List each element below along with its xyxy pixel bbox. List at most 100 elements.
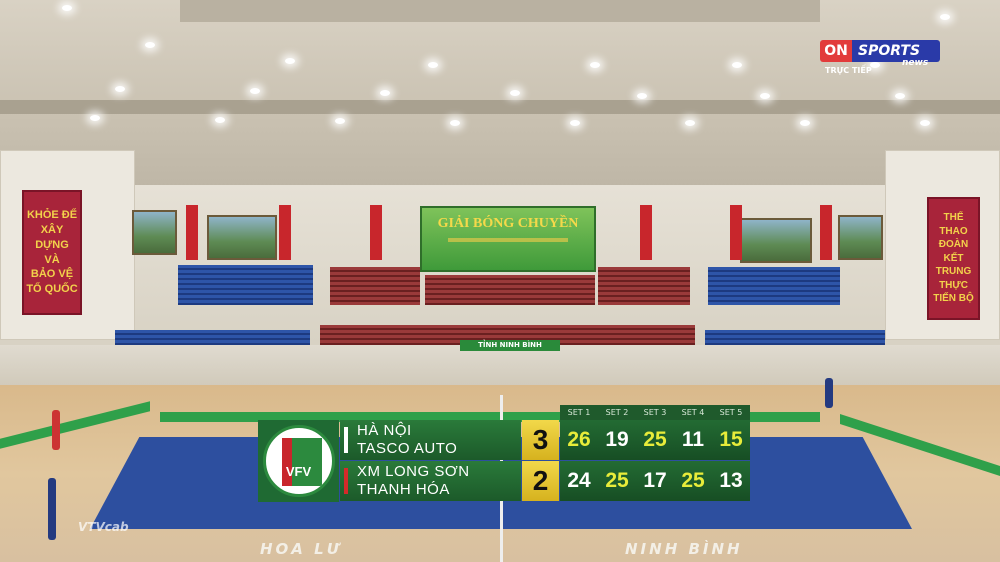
sports-logo: SPORTS (852, 40, 940, 62)
live-label: TRỰC TIẾP (825, 66, 872, 75)
set-score: 25 (681, 469, 705, 492)
province-sign: TỈNH NINH BÌNH (460, 340, 560, 351)
flag (186, 205, 198, 260)
ceiling-light (145, 42, 155, 48)
set-score: 25 (643, 428, 667, 451)
ceiling-light (90, 115, 100, 121)
scoreboard: VFV SET 1 SET 2 SET 3 SET 4 SET 5 HÀ NỘI… (258, 405, 751, 502)
stand-seats (708, 267, 840, 305)
broadcaster-logo: ON SPORTS news TRỰC TIẾP (820, 40, 940, 76)
set-scores-away: 24 25 17 25 13 (560, 461, 750, 501)
ceiling-light (800, 120, 810, 126)
ceiling-light (335, 118, 345, 124)
stand-seats (178, 265, 313, 305)
set-scores-home: 26 19 25 11 15 (560, 420, 750, 460)
ceiling-light (685, 120, 695, 126)
ceiling-light (428, 62, 438, 68)
set-label: SET 4 (681, 408, 705, 417)
banner-line: THỂ THAO (939, 212, 968, 237)
ceiling-light (62, 5, 72, 11)
banner-line: TIẾN BỘ (933, 293, 974, 305)
ceiling-light (215, 117, 225, 123)
banner-subtitle-line (448, 238, 568, 242)
banner-line: KHỎE ĐỂ (26, 208, 78, 221)
team-home: HÀ NỘI TASCO AUTO (340, 420, 521, 460)
ceiling-light (590, 62, 600, 68)
ceiling-light (380, 90, 390, 96)
set-label: SET 5 (719, 408, 743, 417)
stand-seats (330, 267, 420, 305)
banner-line: BẢO VỆ (30, 268, 74, 281)
set-score: 17 (643, 469, 667, 492)
ceiling-light (895, 93, 905, 99)
news-label: news (902, 58, 929, 68)
ceiling-light (920, 120, 930, 126)
flag (370, 205, 382, 260)
ad-boards (160, 412, 820, 422)
ceiling-beam (180, 0, 820, 22)
sets-won: 2 (522, 461, 559, 501)
ceiling-light (940, 14, 950, 20)
team-indicator (344, 468, 348, 494)
flag (730, 205, 742, 260)
flag (279, 205, 291, 260)
stand-seats (425, 275, 595, 305)
federation-logo-box: VFV (258, 420, 339, 502)
team-away: XM LONG SƠN THANH HÓA (340, 461, 521, 501)
team-indicator (344, 427, 348, 453)
ceiling-light (760, 93, 770, 99)
set-score: 15 (719, 428, 743, 451)
set-score: 11 (681, 428, 705, 451)
set-header: SET 1 SET 2 SET 3 SET 4 SET 5 (560, 405, 750, 420)
set-score: 13 (719, 469, 743, 492)
ceiling-light (732, 62, 742, 68)
banner-line: TRUNG THỰC (935, 266, 972, 291)
ceiling-light (870, 62, 880, 68)
wall-painting (207, 215, 277, 260)
set-label: SET 1 (567, 408, 591, 417)
tournament-title: GIẢI BÓNG CHUYỀN (437, 216, 579, 231)
team-name: THANH HÓA (357, 481, 450, 498)
wall-painting (132, 210, 177, 255)
set-label: SET 2 (605, 408, 629, 417)
banner-line: XÂY DỰNG (35, 223, 69, 251)
set-score: 19 (605, 428, 629, 451)
ceiling-light (250, 88, 260, 94)
wall-painting (838, 215, 883, 260)
floor-text: NINH BÌNH (625, 540, 743, 558)
team-name: XM LONG SƠN (357, 463, 470, 480)
banner-line: ĐOÀN KẾT (938, 239, 969, 264)
logo-text: VFV (285, 464, 312, 479)
set-score: 25 (605, 469, 629, 492)
ceiling-light (510, 90, 520, 96)
ceiling-light (570, 120, 580, 126)
ceiling-light (637, 93, 647, 99)
player (52, 410, 60, 450)
arena-ceiling (0, 0, 1000, 195)
banner-line: VÀ (44, 253, 60, 266)
lower-wall (0, 345, 1000, 390)
set-score: 26 (567, 428, 591, 451)
ceiling-light (450, 120, 460, 126)
tournament-banner: GIẢI BÓNG CHUYỀN (420, 206, 596, 272)
ceiling-beam (0, 100, 1000, 114)
wall-painting (740, 218, 812, 263)
ceiling-light (285, 58, 295, 64)
left-slogan-banner: KHỎE ĐỂ XÂY DỰNG VÀ BẢO VỆ TỔ QUỐC (22, 190, 82, 315)
team-name: HÀ NỘI (357, 422, 412, 439)
floor-text: HOA LƯ (260, 540, 342, 558)
right-slogan-banner: THỂ THAO ĐOÀN KẾT TRUNG THỰC TIẾN BỘ (927, 197, 980, 320)
banner-line: TỔ QUỐC (26, 283, 78, 296)
set-score: 24 (567, 469, 591, 492)
flag (820, 205, 832, 260)
flag (640, 205, 652, 260)
on-logo: ON (820, 40, 852, 62)
player (48, 478, 56, 540)
team-name: TASCO AUTO (357, 440, 458, 457)
set-label: SET 3 (643, 408, 667, 417)
player (825, 378, 833, 408)
stand-seats (598, 267, 690, 305)
watermark: VTVcab (78, 520, 129, 534)
sets-won: 3 (522, 420, 559, 460)
vfv-logo-icon: VFV (262, 425, 335, 497)
